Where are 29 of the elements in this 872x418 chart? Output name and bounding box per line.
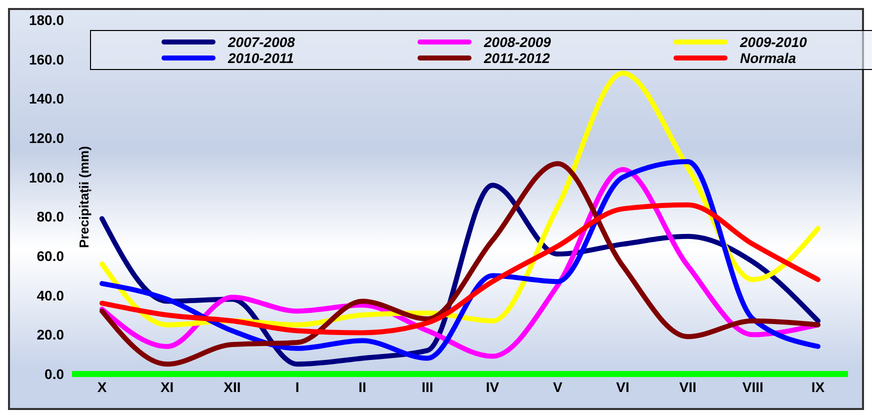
legend-label: 2011-2012 — [484, 50, 550, 66]
y-tick-label: 0.0 — [44, 366, 64, 382]
x-tick-label: VII — [679, 378, 696, 395]
y-tick-label: 60.0 — [36, 248, 64, 264]
legend-label: Normala — [740, 50, 796, 66]
y-tick-label: 160.0 — [28, 51, 64, 68]
x-tick-label: II — [358, 378, 366, 395]
x-tick-label: V — [552, 378, 563, 395]
x-tick-label: III — [422, 378, 434, 395]
legend-label: 2008-2009 — [484, 34, 551, 50]
y-tick-label: 20.0 — [36, 326, 64, 343]
legend-label: 2007-2008 — [228, 34, 295, 50]
x-tick-label: IX — [811, 378, 826, 395]
x-tick-label: X — [97, 378, 108, 395]
y-tick-label: 80.0 — [36, 208, 64, 225]
y-tick-label: 180.0 — [28, 12, 64, 28]
y-tick-label: 100.0 — [28, 169, 64, 186]
x-tick-label: VIII — [742, 378, 764, 395]
y-axis-title: Precipitații (mm) — [76, 146, 93, 248]
y-tick-label: 40.0 — [36, 287, 64, 304]
x-tick-label: VI — [616, 378, 630, 395]
y-tick-label: 120.0 — [28, 130, 64, 146]
x-tick-label: IV — [486, 378, 500, 395]
x-tick-label: XI — [160, 378, 174, 395]
x-tick-label: I — [295, 378, 300, 395]
legend-label: 2009-2010 — [740, 34, 807, 50]
x-tick-label: XII — [224, 378, 241, 395]
legend-label: 2010-2011 — [228, 50, 294, 66]
y-tick-label: 140.0 — [28, 90, 64, 107]
